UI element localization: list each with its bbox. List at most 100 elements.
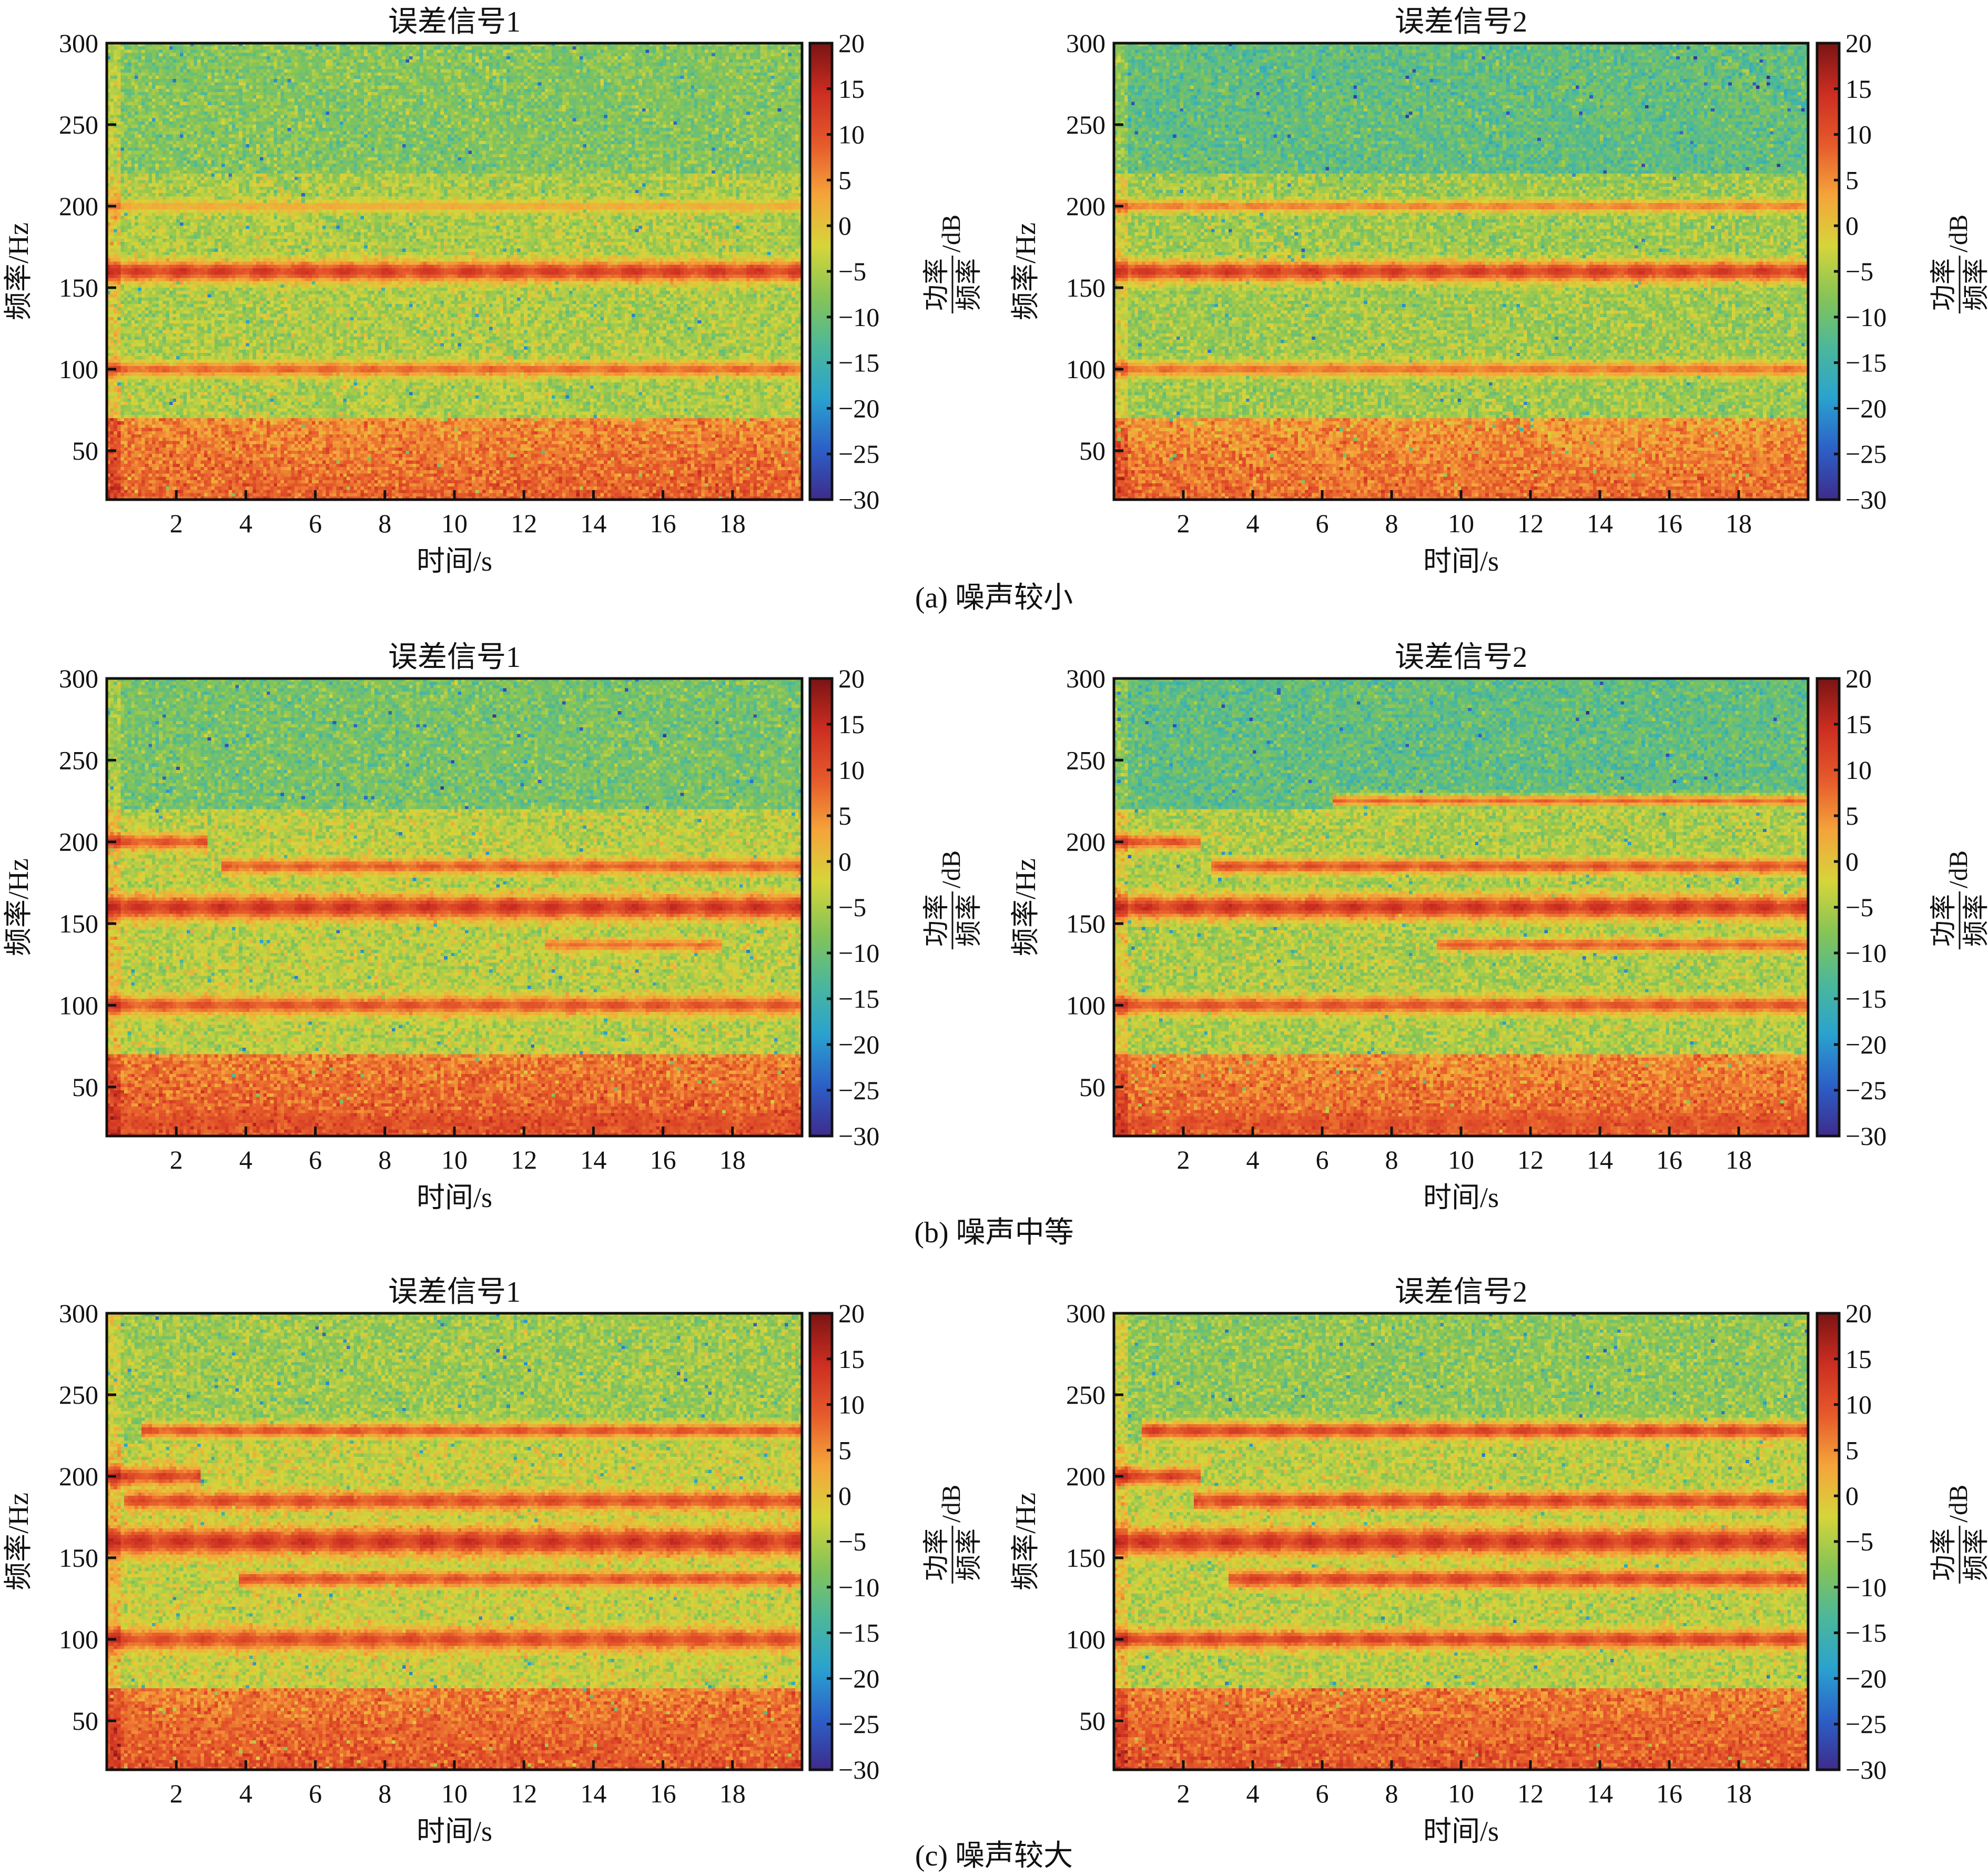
colorbar-label: 功率 频率/dB bbox=[921, 1485, 983, 1584]
colorbar-label-numerator: 功率 bbox=[921, 258, 951, 311]
colorbar-tick-label: 20 bbox=[838, 664, 865, 693]
colorbar-tick-label: −10 bbox=[1845, 938, 1886, 968]
colorbar-label-denominator: 频率 bbox=[954, 258, 983, 311]
y-tick-label: 50 bbox=[1079, 1072, 1105, 1102]
colorbar-tick-label: 15 bbox=[838, 709, 865, 739]
y-tick-label: 250 bbox=[59, 1380, 98, 1409]
x-tick-label: 14 bbox=[1587, 1779, 1613, 1808]
colorbar-tick-label: −25 bbox=[838, 1709, 879, 1739]
x-tick-label: 8 bbox=[378, 509, 391, 538]
x-tick-label: 6 bbox=[309, 1145, 322, 1174]
colorbar-tick-label: 10 bbox=[838, 755, 865, 785]
y-axis-label: 频率/Hz bbox=[1010, 222, 1041, 320]
x-tick-label: 2 bbox=[170, 1145, 183, 1174]
colorbar-label-numerator: 功率 bbox=[921, 894, 951, 947]
colorbar-tick-label: −5 bbox=[1845, 893, 1873, 922]
colorbar-tick-label: −20 bbox=[838, 393, 879, 423]
colorbar-label-denominator: 频率 bbox=[1961, 894, 1988, 947]
colorbar-label-numerator: 功率 bbox=[921, 1528, 951, 1581]
x-axis-label: 时间/s bbox=[417, 545, 492, 577]
x-tick-label: 18 bbox=[719, 509, 746, 538]
y-tick-label: 300 bbox=[59, 664, 98, 693]
colorbar-label: 功率 频率/dB bbox=[921, 215, 983, 313]
x-tick-label: 10 bbox=[1448, 509, 1474, 538]
colorbar-tick-label: 15 bbox=[838, 1344, 865, 1374]
colorbar-tick-label: −5 bbox=[1845, 1527, 1873, 1556]
colorbar-tick-label: 20 bbox=[838, 1299, 865, 1328]
colorbar-tick-label: −20 bbox=[1845, 1664, 1886, 1693]
colorbar-tick-label: 15 bbox=[1845, 74, 1872, 104]
colorbar-tick-label: −15 bbox=[838, 984, 879, 1013]
x-tick-label: 16 bbox=[650, 509, 676, 538]
colorbar-label-denominator: 频率 bbox=[1961, 1528, 1988, 1581]
colorbar-label-numerator: 功率 bbox=[1929, 1528, 1958, 1581]
x-tick-label: 4 bbox=[1246, 509, 1260, 538]
colorbar-tick-label: 20 bbox=[838, 28, 865, 58]
colorbar-tick-label: −15 bbox=[838, 1618, 879, 1648]
plot-title: 误差信号1 bbox=[388, 641, 521, 674]
x-tick-label: 8 bbox=[378, 1779, 391, 1808]
plot-title: 误差信号2 bbox=[1395, 6, 1527, 38]
y-tick-label: 200 bbox=[1066, 1462, 1105, 1491]
colorbar-tick-label: 15 bbox=[838, 74, 865, 104]
x-tick-label: 14 bbox=[580, 1145, 606, 1174]
y-tick-label: 200 bbox=[59, 827, 98, 857]
x-axis-label: 时间/s bbox=[417, 1182, 492, 1213]
x-tick-label: 6 bbox=[1316, 1779, 1329, 1808]
x-tick-label: 14 bbox=[1587, 509, 1613, 538]
colorbar-tick-label: −30 bbox=[838, 1755, 879, 1784]
x-tick-label: 6 bbox=[1316, 509, 1329, 538]
x-axis-label: 时间/s bbox=[1423, 1182, 1499, 1213]
colorbar-label-numerator: 功率 bbox=[1929, 258, 1958, 311]
y-tick-label: 100 bbox=[1066, 990, 1105, 1020]
colorbar-tick-label: −30 bbox=[838, 1121, 879, 1151]
spectrogram-heatmap bbox=[1114, 43, 1808, 500]
colorbar-tick-label: 5 bbox=[1845, 165, 1859, 195]
y-axis-label: 频率/Hz bbox=[1010, 858, 1041, 956]
y-tick-label: 50 bbox=[72, 1706, 98, 1736]
y-tick-label: 100 bbox=[59, 354, 98, 384]
y-axis-label: 频率/Hz bbox=[1010, 1493, 1041, 1590]
colorbar-tick-label: 10 bbox=[838, 120, 865, 149]
colorbar-tick-label: −15 bbox=[1845, 1618, 1886, 1648]
plot-title: 误差信号2 bbox=[1395, 641, 1527, 674]
colorbar-label-unit: /dB bbox=[1943, 850, 1973, 888]
y-tick-label: 50 bbox=[72, 436, 98, 465]
y-tick-label: 150 bbox=[1066, 909, 1105, 938]
x-axis-label: 时间/s bbox=[1423, 1816, 1499, 1847]
colorbar-tick-label: −30 bbox=[1845, 1121, 1886, 1151]
y-tick-label: 200 bbox=[59, 1462, 98, 1491]
y-tick-label: 100 bbox=[1066, 354, 1105, 384]
colorbar-tick-label: −15 bbox=[1845, 348, 1886, 378]
x-tick-label: 6 bbox=[309, 1779, 322, 1808]
colorbar-tick-label: −5 bbox=[838, 1527, 866, 1556]
colorbar-tick-label: 5 bbox=[838, 165, 851, 195]
colorbar-tick-label: 0 bbox=[838, 847, 851, 876]
plot-title: 误差信号1 bbox=[388, 6, 521, 38]
colorbar-tick-label: 5 bbox=[838, 1435, 851, 1465]
colorbar-tick-label: 5 bbox=[1845, 801, 1859, 830]
x-tick-label: 2 bbox=[170, 509, 183, 538]
colorbar-tick-label: −5 bbox=[838, 257, 866, 286]
y-tick-label: 250 bbox=[1066, 1380, 1105, 1409]
colorbar-label: 功率 频率/dB bbox=[1929, 1485, 1988, 1584]
x-tick-label: 16 bbox=[1656, 1145, 1682, 1174]
x-tick-label: 18 bbox=[1726, 1779, 1752, 1808]
x-tick-label: 12 bbox=[511, 1779, 537, 1808]
y-tick-label: 100 bbox=[59, 990, 98, 1020]
colorbar-tick-label: −25 bbox=[1845, 1709, 1886, 1739]
y-tick-label: 100 bbox=[59, 1625, 98, 1654]
y-tick-label: 250 bbox=[1066, 110, 1105, 139]
spectrogram-heatmap bbox=[1114, 1313, 1808, 1770]
colorbar-tick-label: 5 bbox=[838, 801, 851, 830]
x-tick-label: 2 bbox=[1177, 1779, 1190, 1808]
colorbar-label-denominator: 频率 bbox=[1961, 258, 1988, 311]
y-tick-label: 300 bbox=[59, 1299, 98, 1328]
x-tick-label: 8 bbox=[378, 1145, 391, 1174]
y-tick-label: 50 bbox=[1079, 436, 1105, 465]
x-tick-label: 6 bbox=[1316, 1145, 1329, 1174]
